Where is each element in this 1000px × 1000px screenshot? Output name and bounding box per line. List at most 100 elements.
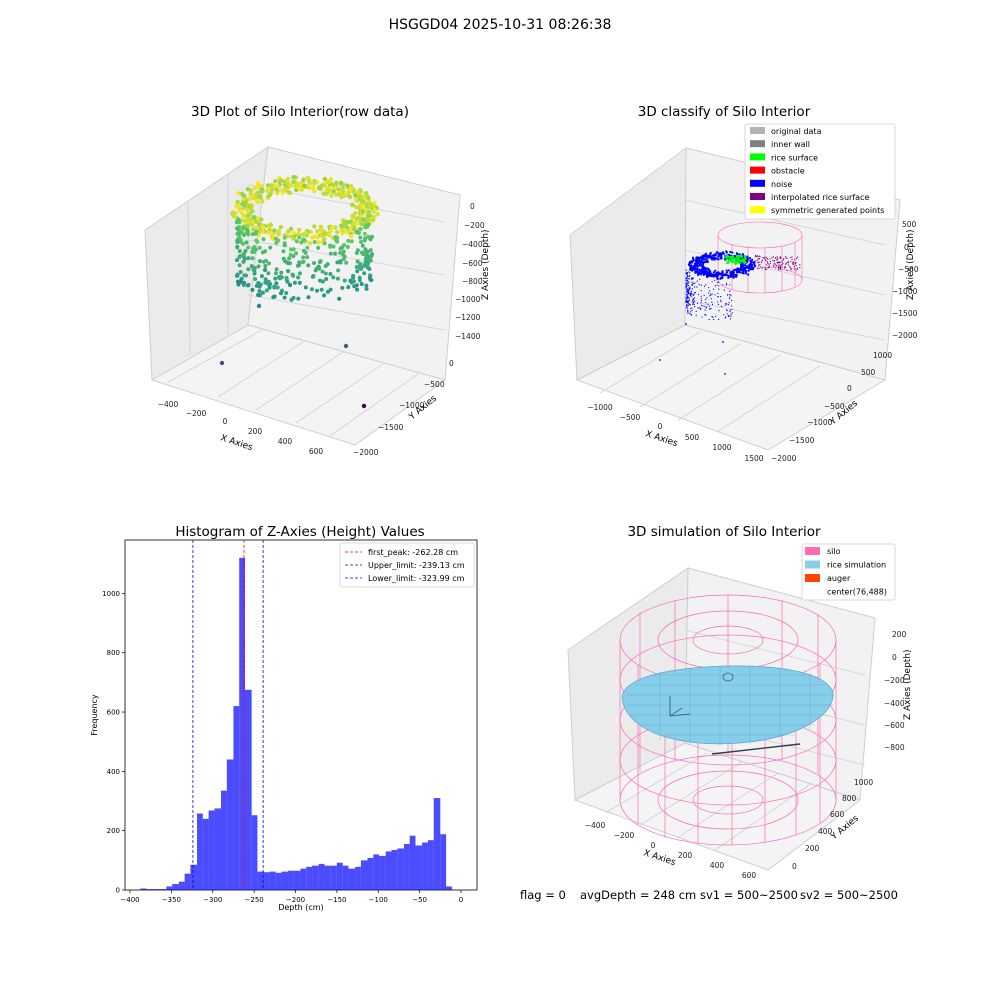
noise-point: [693, 264, 695, 266]
noise-point: [691, 288, 693, 290]
noise-point: [753, 265, 756, 268]
noise-point: [711, 254, 714, 257]
interpolated-surface-point: [766, 257, 768, 260]
noise-point: [695, 314, 697, 316]
noise-point: [750, 264, 753, 267]
histogram-xtick-label: −100: [369, 896, 388, 904]
histogram-legend-label: first_peak: -262.28 cm: [368, 548, 458, 557]
classify-ztick: −2000: [892, 331, 918, 340]
raw-data-point: [355, 287, 360, 292]
rice-surface-point: [728, 259, 731, 262]
noise-point: [713, 258, 716, 261]
histogram-bar: [202, 818, 209, 890]
raw-data-point: [291, 230, 297, 236]
noise-point: [697, 307, 699, 309]
raw-data-point: [354, 221, 360, 227]
noise-point: [716, 301, 719, 303]
interpolated-surface-point: [767, 258, 769, 261]
raw-data-point: [359, 281, 364, 286]
noise-point: [693, 300, 696, 302]
raw-data-point: [246, 267, 251, 272]
interpolated-surface-point: [769, 260, 772, 263]
raw-data-point: [331, 244, 336, 249]
raw-data-point: [366, 209, 372, 215]
raw-data-point: [306, 263, 311, 268]
interpolated-surface-point: [799, 264, 801, 266]
raw-data-point: [245, 230, 250, 235]
noise-point: [695, 271, 699, 274]
noise-point: [735, 269, 738, 272]
raw-data-point: [316, 245, 321, 250]
rice-surface-point: [734, 262, 738, 265]
raw-data-point: [264, 288, 269, 293]
raw-data-point: [244, 223, 250, 229]
raw-data-point: [346, 238, 351, 243]
raw-data-point: [372, 214, 377, 219]
histogram-bar: [391, 849, 398, 890]
raw-outlier-point: [361, 403, 367, 409]
raw-ztick: −1200: [455, 313, 481, 322]
noise-point: [689, 292, 691, 295]
noise-point: [746, 255, 749, 258]
noise-point: [700, 290, 702, 292]
noise-point: [700, 284, 703, 286]
raw-data-point: [319, 228, 324, 233]
raw-data-point: [278, 291, 283, 296]
raw-data-point: [350, 202, 355, 207]
raw-data-point: [241, 226, 246, 231]
histogram-bar: [409, 835, 416, 890]
noise-point: [719, 254, 723, 257]
raw-data-point: [328, 251, 333, 256]
raw-data-point: [345, 245, 350, 250]
raw-data-point: [269, 187, 274, 192]
raw-data-point: [316, 185, 322, 190]
raw-data-point: [322, 183, 327, 188]
interpolated-surface-point: [795, 262, 797, 264]
classify-plot-title: 3D classify of Silo Interior: [638, 104, 811, 120]
raw-data-point: [353, 193, 358, 198]
noise-point: [731, 299, 733, 302]
noise-point: [746, 265, 750, 269]
rice-surface-point: [726, 261, 729, 265]
noise-point: [731, 251, 734, 254]
raw-outlier-point: [287, 282, 293, 288]
noise-point: [689, 274, 691, 277]
noise-point: [691, 310, 693, 312]
raw-data-point: [309, 287, 314, 292]
histogram-bar: [251, 815, 258, 890]
simulation-xtick: 200: [678, 851, 693, 860]
raw-data-point: [357, 263, 362, 268]
histogram-bar: [239, 557, 246, 890]
raw-data-point: [254, 229, 259, 234]
noise-point: [706, 254, 709, 257]
histogram-bar: [257, 871, 265, 890]
interpolated-surface-point: [762, 256, 764, 259]
noise-point: [699, 278, 701, 280]
interpolated-surface-point: [769, 258, 771, 260]
noise-point: [685, 278, 687, 280]
noise-point: [730, 294, 732, 296]
noise-point: [730, 305, 733, 307]
noise-point: [751, 258, 754, 261]
raw-data-point: [364, 286, 369, 291]
raw-data-point: [329, 193, 334, 198]
noise-point: [743, 264, 747, 267]
interpolated-surface-point: [793, 265, 795, 268]
interpolated-surface-point: [784, 263, 787, 265]
noise-point: [692, 277, 694, 279]
noise-point: [731, 273, 735, 277]
classify-ztick: −1000: [892, 287, 918, 296]
noise-point: [721, 271, 724, 274]
noise-point: [686, 283, 688, 285]
histogram-bar: [166, 886, 173, 890]
simulation-zlabel: Z Axies (Depth): [903, 649, 913, 720]
raw-data-point: [274, 267, 279, 272]
noise-point: [718, 310, 720, 312]
noise-point: [695, 310, 697, 312]
raw-data-point: [305, 245, 310, 250]
raw-data-point: [237, 235, 242, 240]
noise-point: [709, 308, 711, 310]
raw-data-point: [291, 175, 296, 180]
noise-point: [688, 299, 690, 302]
interpolated-surface-point: [779, 261, 781, 263]
